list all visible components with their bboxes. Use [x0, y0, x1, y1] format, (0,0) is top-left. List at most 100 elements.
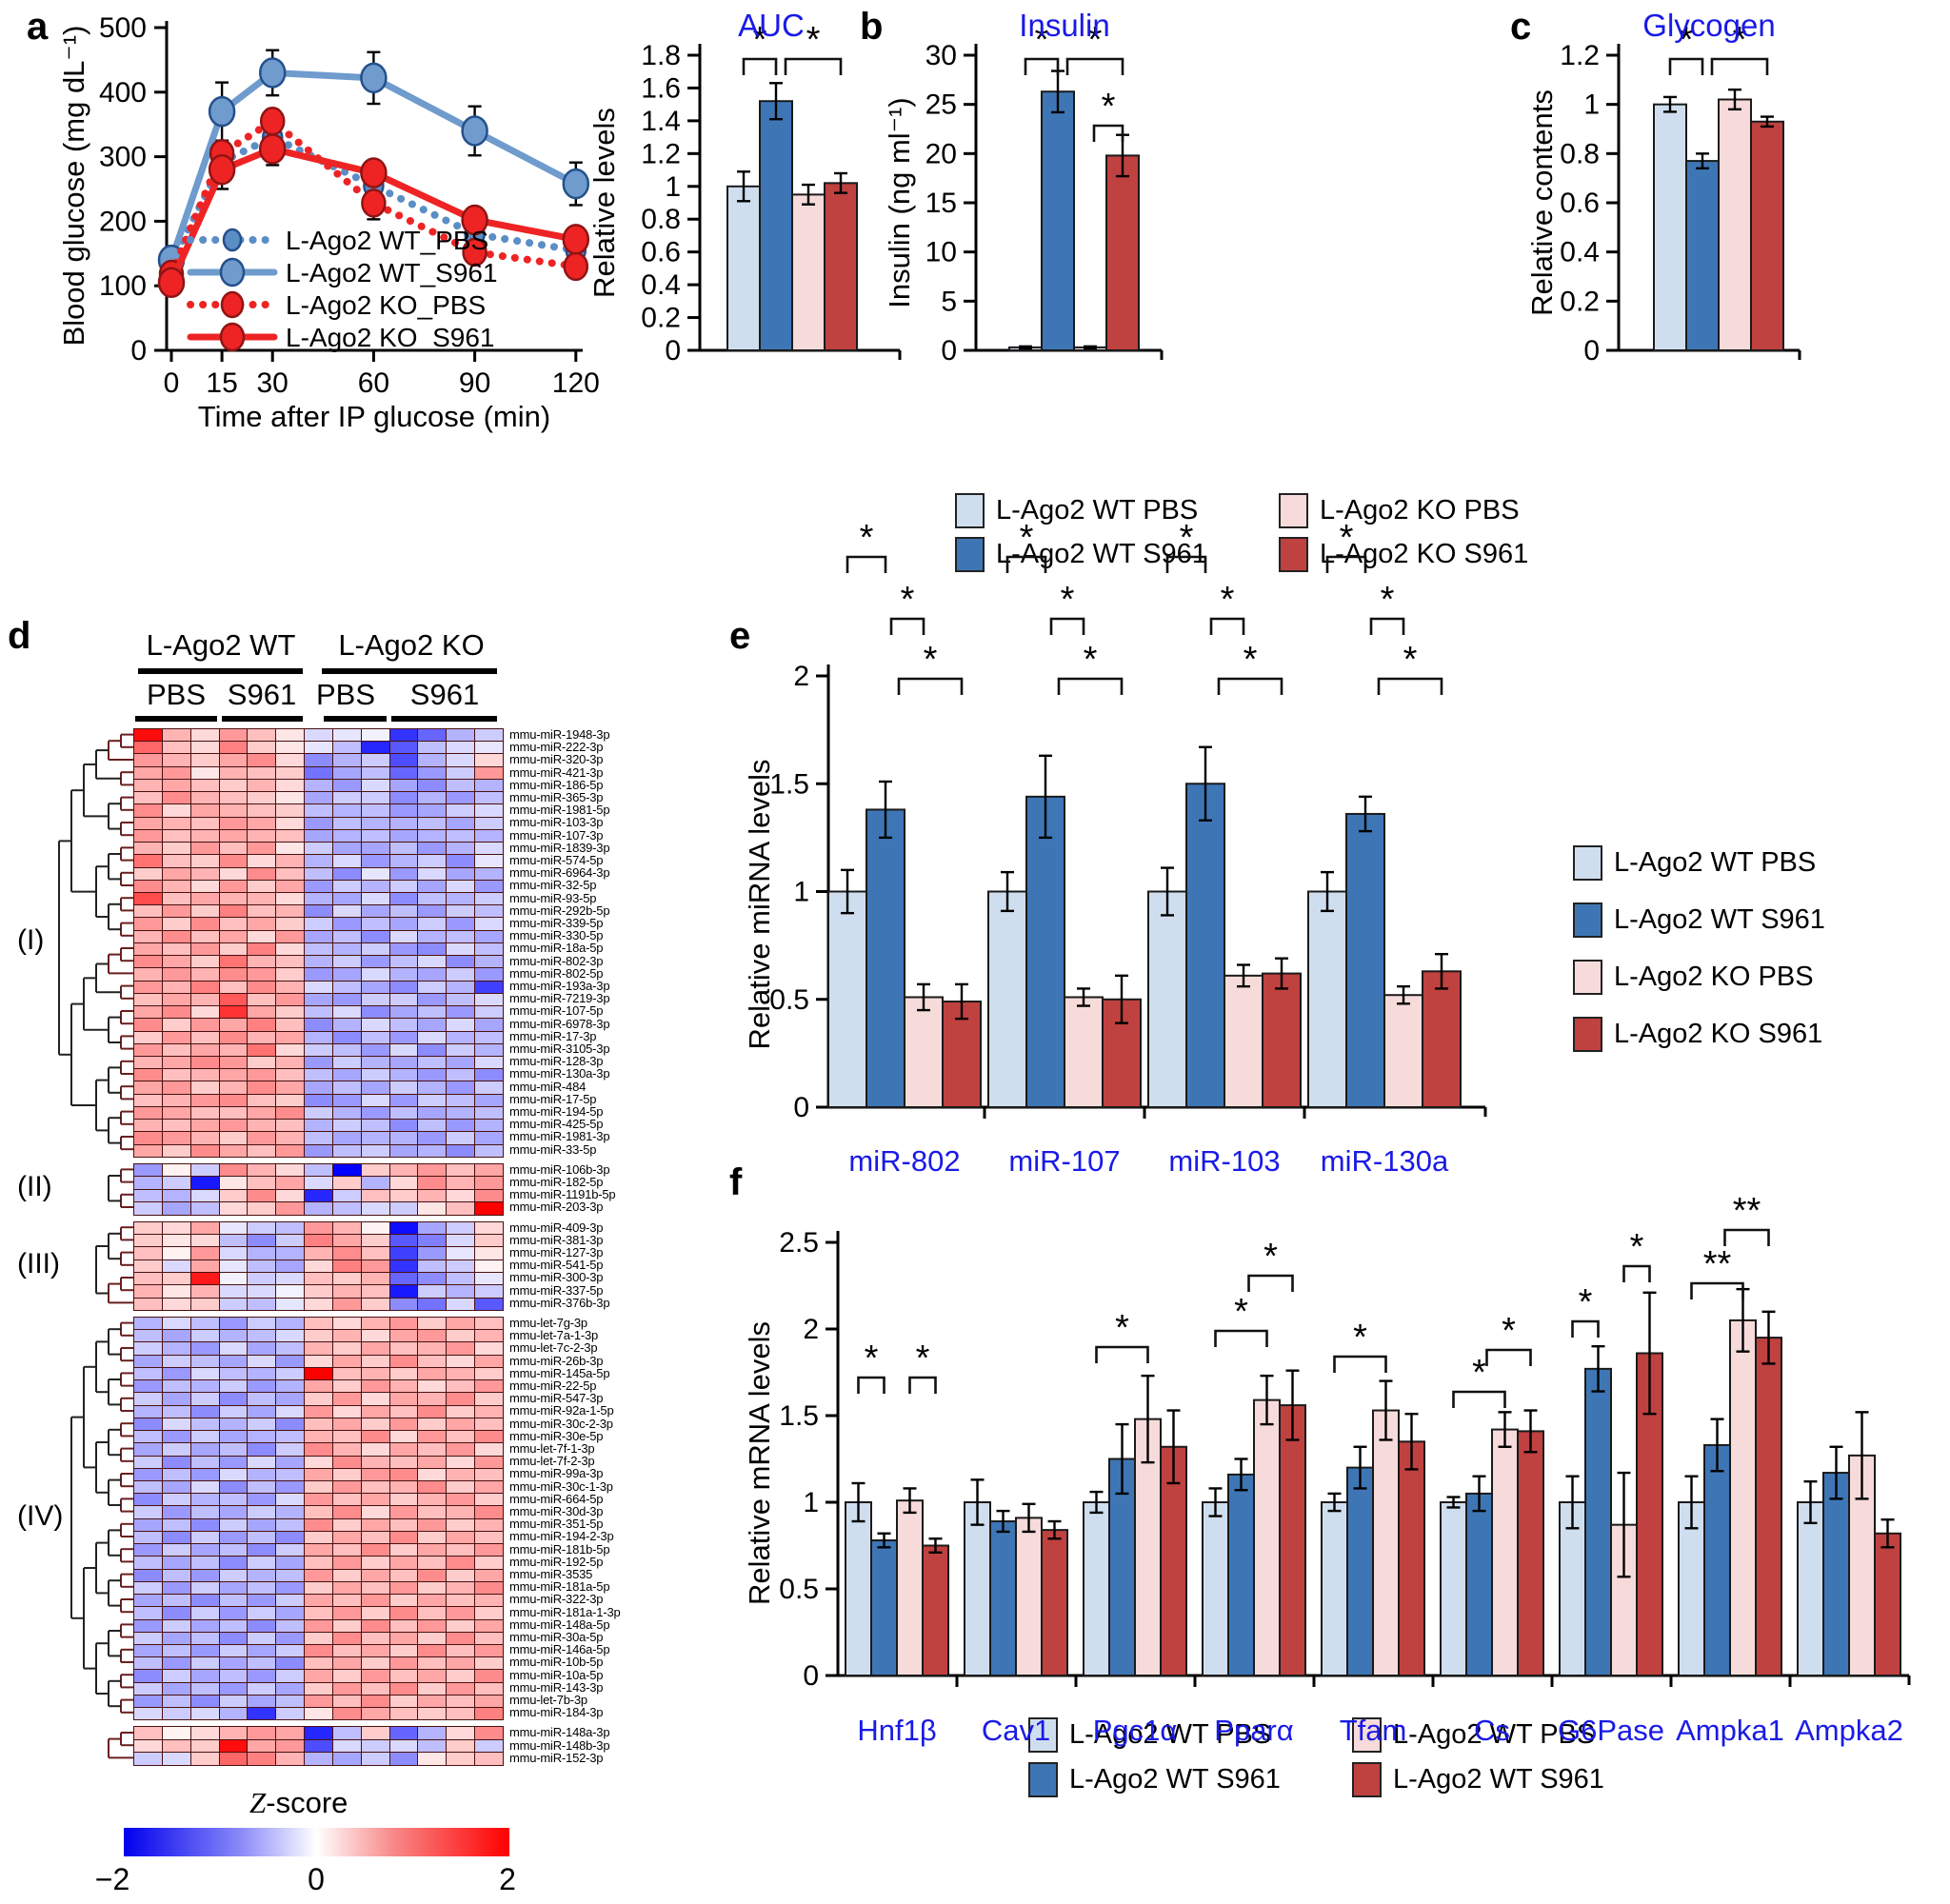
heatmap-cell	[190, 817, 219, 829]
heatmap-cell	[332, 1607, 361, 1619]
heatmap-cell	[276, 1481, 305, 1494]
heatmap-cell	[134, 729, 162, 742]
series-line-L-Ago2 WT_S961	[168, 69, 580, 264]
heatmap-cell	[219, 1418, 248, 1431]
heatmap-cell	[361, 1006, 389, 1019]
heatmap-row-label: mmu-miR-30d-3p	[509, 1504, 604, 1518]
heatmap-cell	[219, 1120, 248, 1132]
heatmap-cell	[219, 1456, 248, 1468]
heatmap-cell	[219, 1518, 248, 1531]
heatmap-cell	[134, 779, 162, 792]
heatmap-cell	[447, 1043, 475, 1056]
heatmap-cell	[361, 968, 389, 981]
heatmap-cell	[276, 1120, 305, 1132]
heatmap-row-label: mmu-miR-127-3p	[509, 1245, 604, 1259]
heatmap-cell	[219, 880, 248, 892]
heatmap-cell	[276, 766, 305, 779]
heatmap-cell	[219, 1094, 248, 1106]
heatmap-cell	[162, 1043, 190, 1056]
y-tick-label: 30	[925, 40, 957, 71]
y-tick-label: 10	[925, 237, 957, 268]
heatmap-cell	[332, 892, 361, 905]
heatmap-cell	[361, 1456, 389, 1468]
heatmap-cell	[332, 1645, 361, 1657]
heatmap-cell	[361, 1619, 389, 1632]
heatmap-cell	[389, 1708, 418, 1720]
heatmap-cell	[134, 1506, 162, 1518]
heatmap-row-label: mmu-miR-337-5p	[509, 1282, 604, 1298]
sig-star: *	[901, 580, 915, 620]
heatmap-cell	[134, 1393, 162, 1405]
heatmap-cell	[276, 1557, 305, 1569]
category-label: miR-103	[1168, 1144, 1280, 1178]
heatmap-cell	[219, 1727, 248, 1739]
heatmap-cell	[447, 956, 475, 968]
heatmap-sub-pbs2: PBS	[315, 678, 376, 711]
heatmap-row-label: mmu-miR-192-5p	[509, 1554, 604, 1569]
heatmap-cell	[276, 1645, 305, 1657]
heatmap-cell	[190, 1298, 219, 1310]
heatmap-cell	[332, 942, 361, 956]
heatmap-cell	[332, 1632, 361, 1644]
heatmap-cell	[305, 792, 332, 804]
heatmap-cell	[276, 1619, 305, 1632]
heatmap-cell	[190, 1468, 219, 1480]
bar-L-Ago2 WT PBS	[1440, 1501, 1467, 1676]
heatmap-cell	[361, 1753, 389, 1765]
heatmap-cell	[276, 1753, 305, 1765]
heatmap-cell	[219, 1259, 248, 1272]
heatmap-cell	[162, 1405, 190, 1418]
category-label: Tfam	[1340, 1714, 1407, 1747]
heatmap-cell	[190, 1657, 219, 1670]
heatmap-cell	[418, 1202, 447, 1215]
heatmap-cell	[475, 1645, 503, 1657]
heatmap-cell	[418, 1431, 447, 1443]
heatmap-cell	[162, 817, 190, 829]
legend-marker	[219, 257, 246, 288]
y-tick-label: 0	[803, 1660, 819, 1692]
heatmap-cell	[305, 993, 332, 1006]
heatmap-cell	[447, 817, 475, 829]
heatmap-cell	[134, 792, 162, 804]
heatmap-cell	[332, 1739, 361, 1753]
heatmap-cell	[305, 1120, 332, 1132]
heatmap-cell	[332, 829, 361, 843]
heatmap-cell	[475, 843, 503, 855]
heatmap-cell	[276, 829, 305, 843]
heatmap-cell	[219, 1298, 248, 1310]
heatmap-cell	[248, 1342, 276, 1355]
legend-label: L-Ago2 KO S961	[1614, 1019, 1823, 1049]
heatmap-cell	[134, 1607, 162, 1619]
heatmap-row-label: mmu-miR-103-3p	[509, 815, 604, 830]
heatmap-cell	[447, 1418, 475, 1431]
heatmap-cell	[389, 1285, 418, 1298]
heatmap-cell	[190, 1531, 219, 1544]
heatmap-cell	[332, 1393, 361, 1405]
heatmap-cell	[475, 855, 503, 867]
heatmap-cell	[305, 1418, 332, 1431]
heatmap-cell	[305, 1431, 332, 1443]
heatmap-cell	[475, 1569, 503, 1581]
heatmap-cell	[447, 1380, 475, 1393]
heatmap-cell	[475, 956, 503, 968]
heatmap-cell	[418, 1727, 447, 1739]
heatmap-cell	[134, 1619, 162, 1632]
heatmap-cell	[389, 1298, 418, 1310]
legend-label: L-Ago2 KO PBS	[1320, 495, 1520, 526]
legend-abc: L-Ago2 KO PBS	[1279, 493, 1520, 528]
heatmap-sub-pbs1: PBS	[146, 678, 207, 711]
heatmap-cell	[418, 956, 447, 968]
bar-L-Ago2 WT S961	[1025, 795, 1065, 1109]
heatmap-cell	[475, 1581, 503, 1595]
heatmap-cell	[389, 855, 418, 867]
heatmap-cell	[248, 942, 276, 956]
category-label: Ampka1	[1676, 1714, 1784, 1747]
heatmap-cell	[190, 867, 219, 880]
legend-swatch	[1352, 1717, 1382, 1753]
heatmap-cell	[190, 1595, 219, 1607]
heatmap-cell	[361, 993, 389, 1006]
heatmap-cell	[276, 817, 305, 829]
heatmap-cell	[418, 855, 447, 867]
heatmap-cell	[190, 1619, 219, 1632]
y-tick-label: 0.6	[641, 237, 681, 268]
